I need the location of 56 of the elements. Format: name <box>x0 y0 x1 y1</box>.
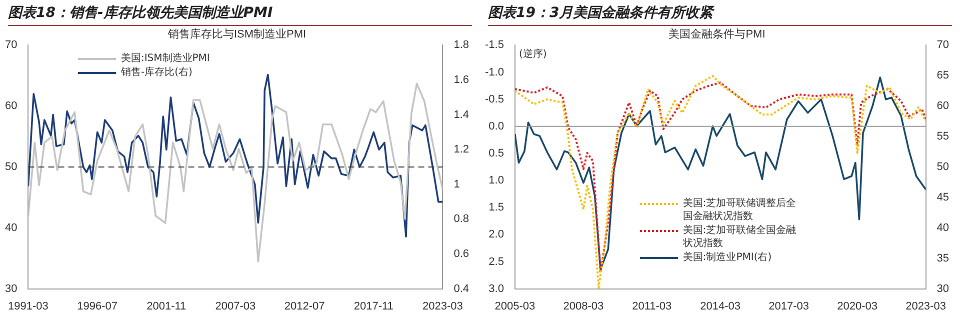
x-tick-label: 2014-03 <box>700 300 741 312</box>
y2-tick-label: 60 <box>936 100 950 112</box>
y2-tick-label: 35 <box>936 252 950 264</box>
y2-tick-label: 0.4 <box>454 282 470 295</box>
y-tick-label: 30 <box>4 282 18 295</box>
chart-title: 图表19：3月美国金融条件有所收紧 <box>488 4 952 26</box>
legend-label: 美国:芝加哥联储调整后全国金融状况指数 <box>682 196 798 223</box>
x-tick-label: 2020-03 <box>837 300 878 312</box>
y2-tick-label: 55 <box>936 130 950 143</box>
y2-tick-label: 1.6 <box>454 74 470 86</box>
y2-tick-label: 1.2 <box>454 144 470 156</box>
y-tick-label: -0.5 <box>484 93 504 106</box>
y2-tick-label: 70 <box>936 39 950 52</box>
legend-label: 美国:芝加哥联储全国金融状况指数 <box>682 224 798 250</box>
y-tick-label: 3.0 <box>488 282 504 295</box>
annotation: (逆序) <box>518 48 547 60</box>
y-tick-label: 0.5 <box>488 148 504 160</box>
y2-tick-label: 30 <box>936 282 950 295</box>
y2-tick-label: 1.8 <box>454 39 470 52</box>
x-tick-label: 1991-03 <box>8 300 48 312</box>
y-tick-label: 40 <box>4 222 18 234</box>
y-tick-label: 50 <box>4 161 18 174</box>
y2-tick-label: 40 <box>936 222 950 234</box>
y-tick-label: 1.5 <box>488 202 504 214</box>
y2-tick-label: 65 <box>936 70 950 82</box>
y2-tick-label: 45 <box>936 191 950 204</box>
x-tick-label: 2001-11 <box>146 300 186 312</box>
x-tick-label: 2023-03 <box>422 300 463 312</box>
y-tick-label: 2.5 <box>488 256 504 268</box>
x-tick-label: 1996-07 <box>77 300 118 312</box>
y2-tick-label: 1 <box>454 178 460 190</box>
y-tick-label: -1.5 <box>484 39 504 52</box>
y2-tick-label: 0.6 <box>454 248 470 260</box>
legend-label: 美国:制造业PMI(右) <box>682 250 772 264</box>
y-tick-label: -1.0 <box>484 66 504 78</box>
y-tick-label: 60 <box>4 100 18 112</box>
y-tick-label: 0.0 <box>488 120 504 132</box>
x-tick-label: 2005-03 <box>494 300 536 312</box>
y2-tick-label: 1.4 <box>454 108 470 121</box>
y2-tick-label: 0.8 <box>454 213 470 226</box>
x-tick-label: 2012-07 <box>284 300 325 312</box>
y-tick-label: 1.0 <box>488 174 504 187</box>
x-tick-label: 2008-03 <box>563 300 604 312</box>
x-tick-label: 2007-03 <box>215 300 256 312</box>
chart-subtitle: 销售库存比与ISM制造业PMI <box>166 28 306 41</box>
x-tick-label: 2017-11 <box>354 300 394 312</box>
chart-subtitle: 美国金融条件与PMI <box>668 28 766 41</box>
y-tick-label: 2.0 <box>488 228 504 241</box>
x-tick-label: 2011-03 <box>632 300 672 312</box>
legend-label: 美国:ISM制造业PMI <box>120 52 210 66</box>
x-tick-label: 2017-03 <box>768 300 810 312</box>
chart-title: 图表18：销售-库存比领先美国制造业PMI <box>8 4 472 26</box>
y-tick-label: 70 <box>4 39 18 52</box>
y2-tick-label: 50 <box>936 161 950 174</box>
x-tick-label: 2023-03 <box>906 300 946 312</box>
legend-label: 销售-库存比(右) <box>120 66 192 80</box>
